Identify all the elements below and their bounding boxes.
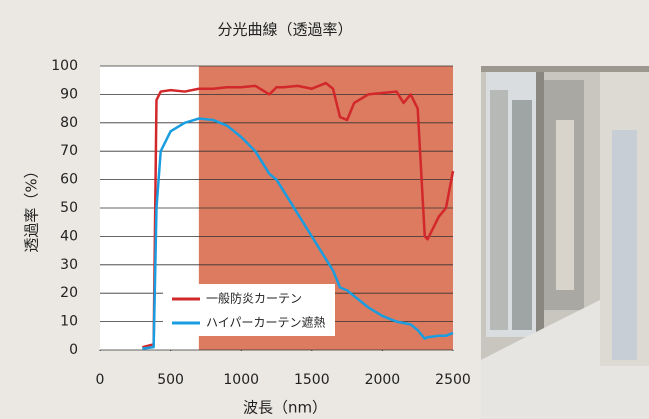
x-tick-label: 2500 (435, 372, 471, 388)
y-tick-label: 100 (51, 58, 78, 74)
x-tick-label: 2000 (365, 372, 401, 388)
y-tick-label: 90 (60, 86, 78, 102)
photo (481, 66, 649, 419)
legend-label: ハイパーカーテン遮熱 (206, 315, 326, 330)
y-tick-label: 20 (60, 285, 78, 301)
y-tick-label: 10 (60, 314, 78, 330)
x-axis-label: 波長（nm） (243, 399, 327, 417)
legend-label: 一般防炎カーテン (206, 291, 302, 306)
chart-title: 分光曲線（透過率） (217, 21, 352, 39)
x-tick-label: 0 (96, 372, 105, 388)
y-tick-label: 60 (60, 172, 78, 188)
y-tick-label: 70 (60, 143, 78, 159)
y-tick-label: 50 (60, 200, 78, 216)
y-tick-label: 40 (60, 228, 78, 244)
x-tick-label: 500 (157, 372, 184, 388)
chart: 分光曲線（透過率） 波長（nm） 透過率（%） 一般防炎カーテンハイパーカーテン… (0, 0, 649, 419)
y-tick-label: 80 (60, 115, 78, 131)
y-axis-label: 透過率（%） (23, 163, 41, 252)
y-tick-label: 0 (69, 342, 78, 358)
x-tick-label: 1000 (223, 372, 259, 388)
x-tick-label: 1500 (294, 372, 330, 388)
y-tick-label: 30 (60, 257, 78, 273)
